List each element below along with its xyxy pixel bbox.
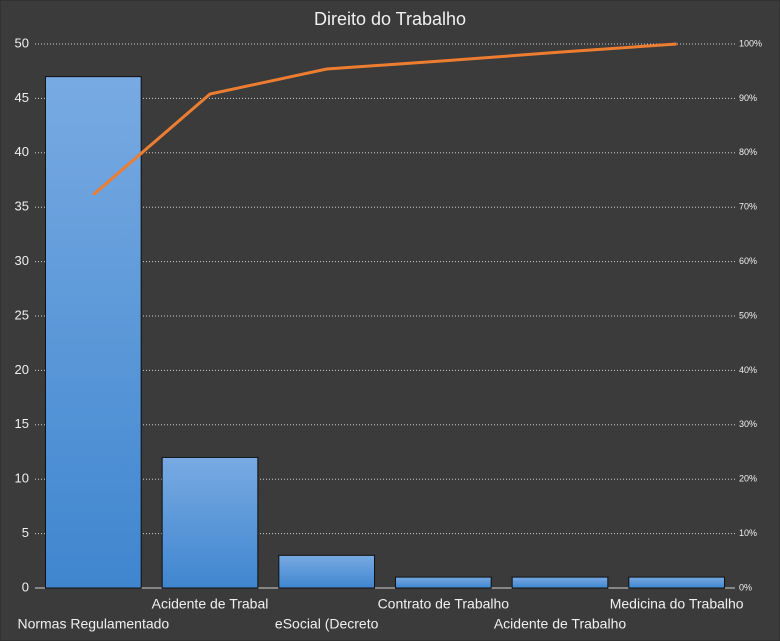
- y2-tick-label: 40%: [739, 365, 757, 375]
- x-tick-label: Medicina do Trabalho: [610, 596, 744, 612]
- y2-tick-label: 80%: [739, 147, 757, 157]
- bar: [395, 576, 492, 589]
- x-tick-label: Acidente de Trabal: [152, 596, 269, 612]
- y2-tick-label: 100%: [739, 38, 762, 48]
- y2-tick-label: 50%: [739, 310, 757, 320]
- y-tick-label: 0: [22, 579, 29, 594]
- y-tick-label: 35: [15, 199, 29, 214]
- y2-tick-label: 20%: [739, 474, 757, 484]
- y2-tick-label: 60%: [739, 256, 757, 266]
- y-tick-label: 25: [15, 307, 29, 322]
- y-tick-label: 15: [15, 416, 29, 431]
- y-tick-label: 50: [15, 35, 29, 50]
- bar: [628, 576, 725, 589]
- y2-tick-label: 70%: [739, 202, 757, 212]
- y-tick-label: 40: [15, 144, 29, 159]
- y-tick-label: 30: [15, 253, 29, 268]
- bar: [161, 456, 259, 589]
- y-tick-label: 10: [15, 471, 29, 486]
- y2-tick-label: 0%: [739, 582, 752, 592]
- bar: [278, 554, 376, 589]
- bar: [45, 76, 142, 589]
- y2-tick-label: 10%: [739, 528, 757, 538]
- bar: [511, 576, 609, 589]
- y-tick-label: 5: [22, 525, 29, 540]
- y-tick-label: 45: [15, 90, 29, 105]
- x-tick-label: Acidente de Trabalho: [494, 616, 627, 632]
- x-tick-label: Contrato de Trabalho: [378, 596, 510, 612]
- x-tick-label: eSocial (Decreto: [275, 616, 379, 632]
- chart-title: Direito do Trabalho: [314, 9, 466, 29]
- y2-tick-label: 90%: [739, 93, 757, 103]
- line: [92, 42, 677, 196]
- x-tick-label: Normas Regulamentado: [17, 616, 169, 632]
- y2-tick-label: 30%: [739, 419, 757, 429]
- y-tick-label: 20: [15, 362, 29, 377]
